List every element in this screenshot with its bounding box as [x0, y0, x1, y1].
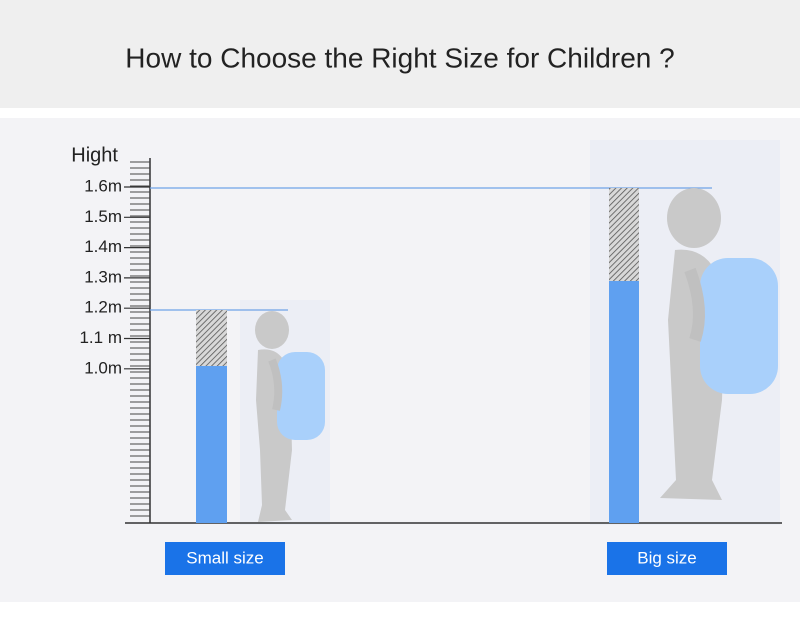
ruler-label: Hight: [71, 144, 118, 166]
blue-bar: [196, 366, 227, 523]
arm: [684, 267, 705, 342]
size-label: Big size: [637, 548, 697, 567]
size-button: [607, 542, 727, 575]
arm: [268, 358, 283, 411]
tick-label: 1.0m: [84, 358, 122, 377]
hatched-bar: [196, 310, 227, 366]
tick-label: 1.1 m: [79, 328, 122, 347]
size-button: [165, 542, 285, 575]
backpack: [700, 258, 778, 394]
size-label: Small size: [186, 548, 263, 567]
tick-label: 1.2m: [84, 298, 122, 317]
blue-bar: [609, 281, 639, 523]
header-band: [0, 0, 800, 108]
tick-label: 1.5m: [84, 207, 122, 226]
tick-label: 1.4m: [84, 237, 122, 256]
minor-ticks: [130, 161, 150, 517]
title: How to Choose the Right Size for Childre…: [125, 42, 674, 73]
tick-label: 1.3m: [84, 267, 122, 286]
backpack: [277, 352, 325, 440]
tick-label: 1.6m: [84, 176, 122, 195]
major-ticks: 1.6m 1.5m 1.4m 1.3m 1.2m 1.1 m 1.0m: [79, 176, 150, 377]
hatched-bar: [609, 188, 639, 281]
